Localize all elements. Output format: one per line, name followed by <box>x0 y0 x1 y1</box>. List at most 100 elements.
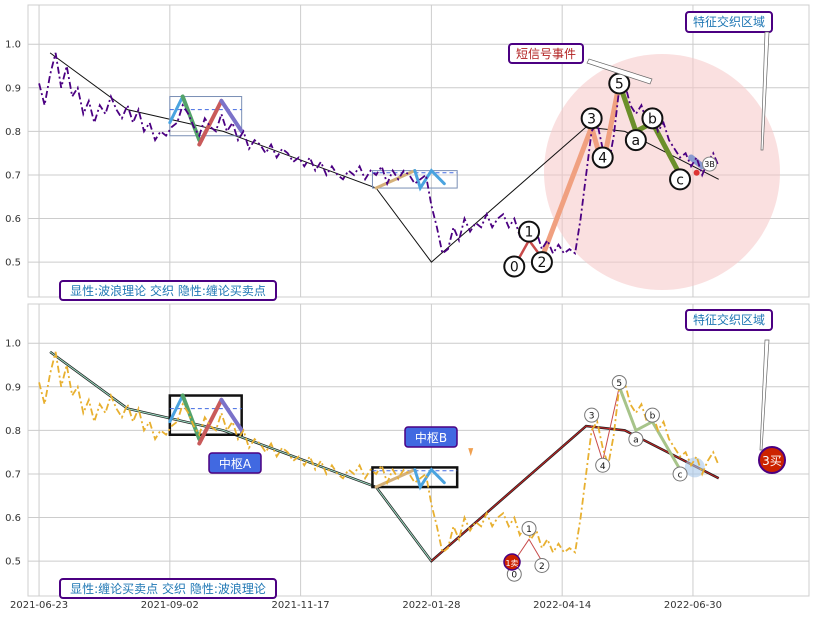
top-wave-circle-0 <box>503 255 526 278</box>
buy-3-text: 3买 <box>762 454 782 468</box>
top-ytick-label: 0.8 <box>5 127 21 138</box>
bot-wave-circle-2 <box>534 557 550 573</box>
bottom-feature-label: 特征交织区域 <box>693 312 765 327</box>
bottom-wave-labels: 0 1 2 3 4 5 a b c <box>506 374 688 582</box>
bot-wave-impulse-a <box>513 538 543 562</box>
pivot-b-label: 中枢B <box>404 426 458 448</box>
top-ytick-label: 1.0 <box>5 40 21 51</box>
short-signal-label: 短信号事件 <box>516 47 576 61</box>
bot-ytick-label: 0.9 <box>5 382 21 393</box>
top-wave-circle-3 <box>580 107 603 130</box>
top-zig-6 <box>413 168 446 192</box>
top-zig-1 <box>168 95 185 125</box>
top-ytick-label: 0.6 <box>5 214 21 225</box>
top-overlay <box>49 52 719 268</box>
top-wave-label-0: 0 <box>510 259 519 275</box>
bot-wave-circle-a <box>628 431 644 447</box>
top-wave-circle-b <box>641 107 664 130</box>
bot-feature-blob <box>684 457 705 478</box>
bottom-caption-text: 显性:缠论买卖点 交织 隐性:波浪理论 <box>70 581 266 596</box>
top-caption-text: 显性:波浪理论 交织 隐性:缠论买卖点 <box>70 283 266 298</box>
top-wave-label-a: a <box>632 133 641 149</box>
top-wave-circle-2 <box>530 251 553 274</box>
xtick-label: 2021-06-23 <box>10 600 68 611</box>
bot-wave-label-3: 3 <box>589 412 595 422</box>
top-feature-blob <box>688 154 706 170</box>
xtick-label: 2022-06-30 <box>664 600 722 611</box>
bottom-series <box>38 351 720 555</box>
bot-b-pivot-box <box>371 466 459 489</box>
top-wave-circle-3b <box>702 156 718 172</box>
top-zig-4 <box>219 98 244 134</box>
bot-wave-label-4: 4 <box>600 462 606 472</box>
bot-wave-label-a: a <box>633 436 639 446</box>
pivot-b-text: 中枢B <box>415 430 447 445</box>
top-y-ticks: 0.5 0.6 0.7 0.8 0.9 1.0 <box>5 40 21 269</box>
top-caption: 显性:波浪理论 交织 隐性:缠论买卖点 <box>59 280 277 301</box>
top-wave-label-c: c <box>676 172 684 188</box>
bot-wave-label-c: c <box>678 470 683 480</box>
top-feature-callout: 特征交织区域 <box>685 11 773 151</box>
x-ticks: 2021-06-23 2021-09-02 2021-11-17 2022-01-28… <box>10 600 722 611</box>
top-wave-circle-a <box>624 129 647 152</box>
top-wave-label-2: 2 <box>537 255 546 271</box>
top-wave-correction <box>616 80 683 178</box>
xtick-label: 2022-04-14 <box>533 600 591 611</box>
bot-wave-label-2: 2 <box>539 562 545 572</box>
top-wave-label-1: 1 <box>525 225 534 241</box>
bot-wave-label-b: b <box>650 412 656 422</box>
bot-ytick-label: 0.7 <box>5 469 21 480</box>
pivot-a-label: 中枢A <box>208 452 262 474</box>
bot-wave-label-0: 0 <box>511 571 517 581</box>
top-feature-label: 特征交织区域 <box>693 14 765 29</box>
pivot-a-text: 中枢A <box>219 456 252 471</box>
bot-wave-circle-c <box>672 466 688 482</box>
buy-3-marker: 3买 <box>758 446 786 474</box>
bot-zig-6 <box>413 467 446 491</box>
bot-ytick-label: 0.8 <box>5 426 21 437</box>
bottom-grid <box>28 304 809 596</box>
sell-1-text: 1卖 <box>505 559 518 568</box>
bot-zig-3 <box>197 397 224 446</box>
top-wave-circle-4 <box>591 146 614 169</box>
pivot-a-pointer <box>468 448 474 457</box>
top-wave-label-b: b <box>648 111 657 127</box>
bot-wave-label-1: 1 <box>526 525 532 535</box>
bot-ytick-label: 0.6 <box>5 513 21 524</box>
top-wave-label-3: 3 <box>587 111 596 127</box>
xtick-label: 2021-09-02 <box>141 600 199 611</box>
top-wave-labels: 0 12 3 4 5 ab c 3B <box>503 72 718 278</box>
bottom-plot-frame <box>27 303 810 597</box>
bot-wave-label-5: 5 <box>616 379 622 389</box>
short-signal-callout: 短信号事件 <box>508 43 653 85</box>
bot-zig-1 <box>168 394 185 424</box>
top-feature-dot <box>693 169 700 176</box>
bottom-y-ticks: 0.5 0.6 0.7 0.8 0.9 1.0 <box>5 339 21 568</box>
sell-1-marker: 1卖 <box>503 553 521 571</box>
bottom-price-line <box>38 351 720 555</box>
xtick-label: 2022-01-28 <box>402 600 460 611</box>
bottom-feature-callout: 特征交织区域 <box>685 309 773 451</box>
bot-wave-circle-3 <box>584 407 600 423</box>
bot-wave-circle-b <box>644 407 660 423</box>
bot-ytick-label: 1.0 <box>5 339 21 350</box>
bottom-caption: 显性:缠论买卖点 交织 隐性:波浪理论 <box>59 578 277 599</box>
top-wave-impulse-b <box>539 80 622 261</box>
xtick-label: 2021-11-17 <box>272 600 330 611</box>
top-ytick-label: 0.7 <box>5 170 21 181</box>
short-signal-circle <box>544 54 780 290</box>
top-wave-label-5: 5 <box>615 76 624 92</box>
bot-wave-correction <box>617 385 682 472</box>
top-zig-3 <box>197 98 224 147</box>
bottom-trend-line-inner <box>49 351 432 562</box>
bot-wave-circle-1 <box>521 520 537 536</box>
bot-wave-circle-5 <box>611 374 627 390</box>
bot-ytick-label: 0.5 <box>5 557 21 568</box>
top-wave-circle-1 <box>518 220 541 243</box>
top-wave-label-3b: 3B <box>704 160 715 169</box>
top-wave-label-4: 4 <box>598 151 607 167</box>
top-zig-5 <box>374 169 417 190</box>
bot-zig-4 <box>219 397 244 433</box>
bot-wave-circle-4 <box>595 457 611 473</box>
